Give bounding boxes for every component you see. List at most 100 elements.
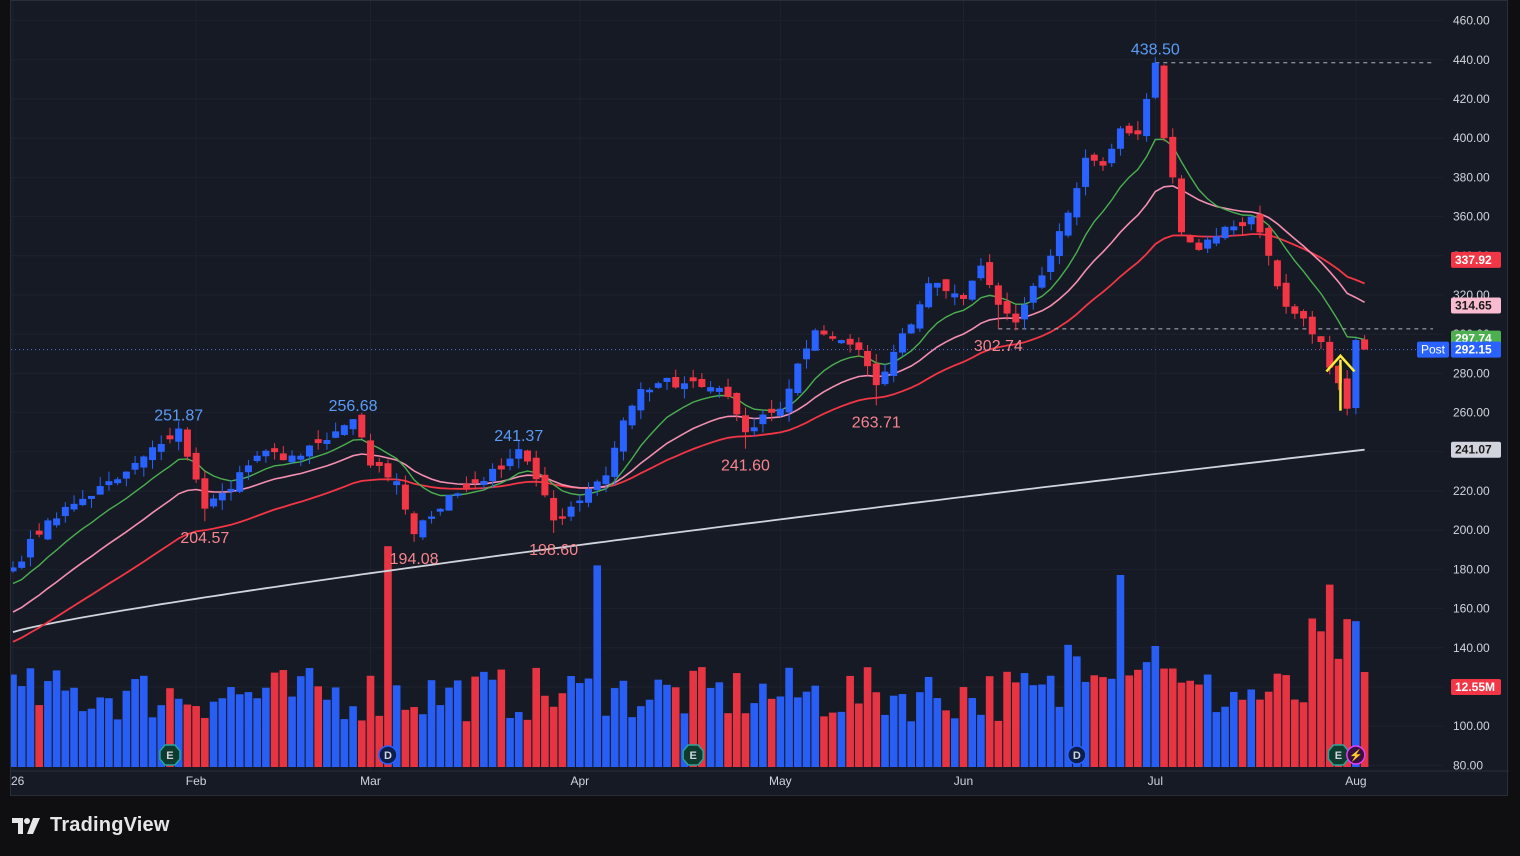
earnings-event-icon [682, 744, 704, 766]
candle-body [244, 465, 252, 473]
volume-bar [1360, 672, 1369, 767]
volume-bar [532, 667, 540, 767]
candle-body [96, 486, 104, 495]
volume-bar [680, 713, 689, 767]
axis-price-tag-label: 337.92 [1455, 253, 1492, 267]
price-annotation: 438.50 [1131, 42, 1180, 59]
volume-bar [610, 688, 619, 767]
candle-body [968, 280, 976, 300]
volume-bar [732, 673, 741, 767]
price-annotation: 241.60 [721, 458, 770, 475]
volume-bar [1291, 699, 1299, 767]
volume-bar [1029, 685, 1038, 767]
chart-frame: 251.87 256.68 241.37 204.57 194.08 198.60 241.… [10, 0, 1509, 797]
candle-body [279, 453, 287, 461]
candle-body [602, 475, 610, 485]
candle-body [1221, 226, 1229, 239]
candle-body [471, 479, 479, 484]
candle-body [1125, 125, 1133, 134]
volume-bar [584, 678, 593, 767]
volume-bar [288, 696, 296, 767]
volume-bar [654, 679, 663, 767]
candle-body [462, 484, 470, 488]
candle-body [1134, 130, 1142, 135]
volume-bar [497, 669, 506, 767]
candle-body [646, 389, 654, 393]
price-annotation: 251.87 [154, 408, 203, 425]
candle-body [1343, 378, 1351, 409]
candle-body [1003, 301, 1011, 314]
volume-bar [35, 705, 43, 767]
post-badge [1417, 341, 1449, 358]
candle-body [532, 457, 540, 480]
candle-body [1177, 178, 1185, 233]
volume-bar [576, 683, 584, 767]
candle-body [401, 484, 409, 510]
volume-bar [1325, 584, 1334, 767]
candle-body [1300, 311, 1308, 319]
volume-bar [270, 672, 279, 767]
time-tick-label: Apr [570, 774, 589, 788]
volume-bar [741, 713, 750, 767]
sma-50-line [12, 233, 1365, 643]
candle-body [332, 431, 340, 438]
price-annotation: 204.57 [180, 530, 229, 547]
candle-body [393, 481, 401, 486]
volume-bar [305, 668, 314, 767]
candle-body [297, 455, 305, 460]
candle-body [619, 420, 627, 452]
volume-bar [1046, 675, 1055, 767]
earnings-event-icon [1327, 744, 1350, 766]
volume-bar [1195, 684, 1203, 767]
volume-bar [1299, 702, 1308, 767]
candle-body [1195, 242, 1203, 250]
volume-bar [349, 706, 357, 767]
volume-bar [131, 679, 139, 767]
volume-bar [1125, 675, 1133, 767]
price-tick-label: 460.00 [1453, 14, 1490, 28]
candle-body [567, 506, 575, 517]
time-tick-label: Feb [186, 774, 207, 788]
volume-bar [750, 703, 758, 767]
candle-body [1273, 260, 1281, 287]
brand-logo[interactable]: TradingView [12, 814, 170, 837]
volume-bar [1003, 671, 1011, 767]
price-tick-label: 140.00 [1453, 641, 1490, 655]
volume-bar [628, 717, 636, 767]
price-chart[interactable]: 251.87 256.68 241.37 204.57 194.08 198.60 241.… [11, 1, 1509, 797]
volume-bar [541, 695, 549, 767]
volume-bar [358, 720, 366, 767]
candle-body [593, 481, 601, 491]
candle-body [53, 518, 61, 526]
volume-bar [1160, 668, 1168, 767]
flash-event-icon [1346, 745, 1366, 765]
candle-body [410, 513, 418, 535]
candle-body [1143, 99, 1151, 137]
volume-bar [663, 684, 671, 767]
dividend-event-icon [1067, 745, 1087, 765]
candle-body [785, 388, 793, 413]
price-tick-label: 260.00 [1453, 406, 1490, 420]
candle-body [489, 468, 497, 482]
candle-body [1204, 239, 1212, 249]
volume-bar [218, 698, 227, 767]
ema-21-line [12, 185, 1365, 613]
candle-body [183, 429, 191, 457]
dividend-event-icon [378, 745, 398, 765]
volume-bar [1273, 673, 1282, 767]
candle-body [1326, 341, 1334, 368]
price-annotation: 256.68 [329, 398, 378, 415]
candle-body [576, 500, 584, 504]
volume-bar [201, 717, 209, 767]
candle-body [1055, 231, 1063, 257]
volume-bar [296, 676, 305, 767]
candle-body [105, 481, 113, 486]
axis-price-tag [1451, 251, 1501, 268]
price-tick-label: 80.00 [1453, 758, 1483, 772]
volume-bar [366, 675, 375, 767]
candle-body [87, 495, 95, 499]
volume-bar [1343, 619, 1351, 767]
volume-bar [1352, 621, 1360, 767]
volume-bar [1230, 691, 1238, 767]
volume-bar [924, 676, 933, 767]
